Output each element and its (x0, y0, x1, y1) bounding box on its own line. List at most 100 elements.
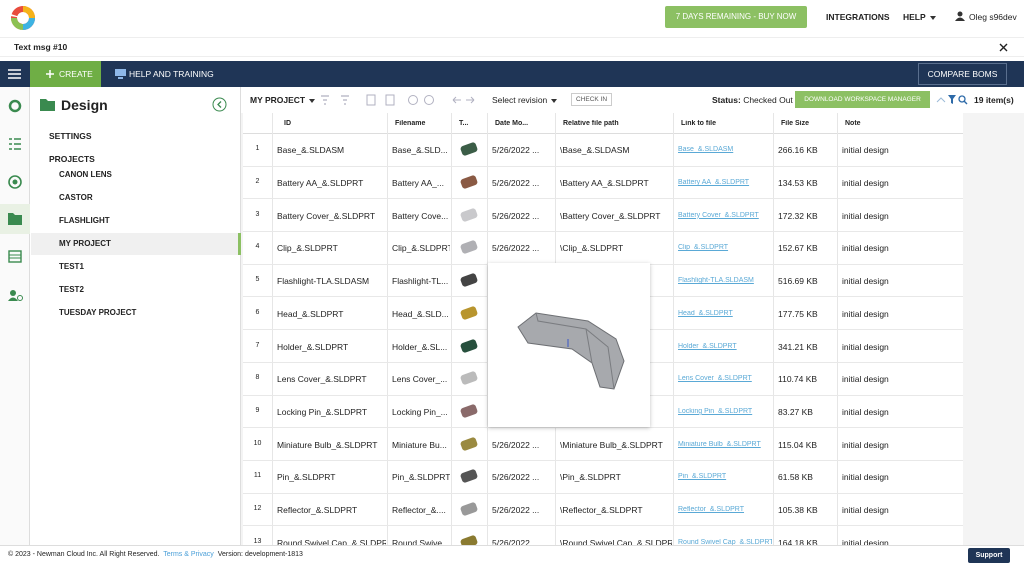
column-header: File Size (781, 120, 810, 127)
cell-note: initial design (842, 145, 889, 156)
help-training-link[interactable]: HELP AND TRAINING (129, 69, 214, 79)
column-divider (487, 113, 488, 545)
cell-note: initial design (842, 439, 889, 450)
cell-link[interactable]: Battery AA_&.SLDPRT (678, 179, 750, 187)
cell-date: 5/26/2022 ... (492, 505, 540, 516)
column-header: T... (459, 120, 469, 127)
cell-note: initial design (842, 178, 889, 189)
cell-link[interactable]: Round Swivel Cap_&.SLDPRT (678, 538, 772, 545)
cell-filename: Battery AA_... (392, 178, 444, 189)
nav-bar: CREATE HELP AND TRAINING COMPARE BOMS (0, 61, 1024, 87)
help-training-icon (115, 69, 126, 79)
row-number: 1 (255, 145, 260, 153)
cell-link[interactable]: Clip_&.SLDPRT (678, 244, 729, 252)
top-bar: 7 DAYS REMAINING - BUY NOW INTEGRATIONS … (0, 0, 1024, 36)
sidebar-section[interactable]: PROJECTS (49, 154, 95, 164)
footer: © 2023 - Newman Cloud Inc. All Right Res… (0, 545, 1024, 563)
cell-filename: Base_&.SLD... (392, 145, 448, 156)
table-row[interactable]: 1 Base_&.SLDASM Base_&.SLD... 5/26/2022 ...… (243, 134, 963, 167)
thumbnail (459, 338, 479, 353)
table-row[interactable]: 10 Miniature Bulb_&.SLDPRT Miniature Bu...… (243, 428, 963, 461)
logo (11, 6, 35, 30)
privacy-link[interactable]: Privacy (190, 551, 214, 558)
cell-id: Locking Pin_&.SLDPRT (277, 406, 368, 417)
compare-boms-button[interactable]: COMPARE BOMS (918, 63, 1007, 85)
cell-date: 5/26/2022 ... (492, 210, 540, 221)
table-row[interactable]: 3 Battery Cover_&.SLDPRT Battery Cove... 5/… (243, 199, 963, 233)
selected-highlight (31, 233, 241, 255)
row-number: 3 (255, 210, 260, 218)
table-row[interactable]: 9 Locking Pin_&.SLDPRT Locking Pin_... Lock… (243, 396, 963, 429)
cell-id: Lens Cover_&.SLDPRT (277, 374, 367, 385)
download-button[interactable]: DOWNLOAD WORKSPACE MANAGER (795, 91, 930, 108)
check-in-button[interactable]: CHECK IN (571, 93, 613, 106)
row-number: 13 (253, 537, 262, 545)
user-name[interactable]: Oleg s96dev (969, 12, 1017, 22)
rail-icons (0, 99, 30, 301)
close-button[interactable] (999, 43, 1008, 52)
column-header: Note (845, 120, 861, 127)
project-item[interactable]: TUESDAY PROJECT (59, 308, 137, 317)
thumbnail (459, 468, 479, 484)
table-row[interactable]: 2 Battery AA_&.SLDPRT Battery AA_... 5/26/2… (243, 167, 963, 200)
cell-note: initial design (842, 537, 889, 545)
cell-link[interactable]: Battery Cover_&.SLDPRT (678, 211, 759, 219)
row-number: 6 (255, 308, 260, 316)
table-row[interactable]: 13 Round Swivel Cap_&.SLDPRT Round Swive..… (243, 526, 963, 545)
project-dropdown[interactable]: MY PROJECT (250, 95, 316, 105)
sidebar-section[interactable]: SETTINGS (49, 131, 92, 141)
thumbnail (459, 436, 479, 452)
column-divider (837, 113, 838, 545)
buy-now-button[interactable]: 7 DAYS REMAINING - BUY NOW (665, 6, 807, 28)
cell-path: \Miniature Bulb_&.SLDPRT (560, 439, 663, 450)
project-item[interactable]: CASTOR (59, 193, 93, 202)
cell-path: \Round Swivel Cap_&.SLDPRT (560, 537, 672, 545)
create-button[interactable]: CREATE (30, 61, 101, 87)
item-count: 19 item(s) (974, 95, 1014, 105)
table-row[interactable]: 4 Clip_&.SLDPRT Clip_&.SLDPRT 5/26/2022 ...… (243, 232, 963, 265)
cell-date: 5/26/2022 ... (492, 178, 540, 189)
cell-link[interactable]: Reflector_&.SLDPRT (678, 506, 745, 514)
collapse-button[interactable] (212, 97, 227, 112)
cell-size: 134.53 KB (778, 178, 818, 189)
project-item[interactable]: FLASHLIGHT (59, 216, 110, 225)
cell-note: initial design (842, 505, 889, 516)
terms-link[interactable]: Terms (163, 551, 183, 558)
cell-id: Miniature Bulb_&.SLDPRT (277, 439, 378, 450)
column-divider (773, 113, 774, 545)
project-item[interactable]: CANON LENS (59, 170, 112, 179)
footer-text: © 2023 - Newman Cloud Inc. All Right Res… (8, 551, 303, 558)
integrations-link[interactable]: INTEGRATIONS (826, 12, 890, 22)
thumbnail (459, 370, 479, 386)
project-item[interactable]: TEST1 (59, 262, 84, 271)
project-item[interactable]: TEST2 (59, 285, 84, 294)
cell-link[interactable]: Miniature Bulb_&.SLDPRT (678, 440, 761, 448)
cell-link[interactable]: Locking Pin_&.SLDPRT (678, 407, 753, 415)
cell-filename: Flashlight-TL... (392, 276, 449, 287)
project-item[interactable]: MY PROJECT (59, 239, 111, 248)
status-label: Status: (712, 95, 741, 105)
table-row[interactable]: 12 Reflector_&.SLDPRT Reflector_&.... 5/26/… (243, 494, 963, 527)
table-row[interactable]: 11 Pin_&.SLDPRT Pin_&.SLDPRT 5/26/2022 ... \… (243, 461, 963, 494)
cell-id: Head_&.SLDPRT (277, 308, 344, 319)
thumbnail (459, 305, 479, 321)
cell-link[interactable]: Base_&.SLDASM (678, 146, 734, 154)
cell-size: 516.69 KB (778, 276, 818, 287)
cell-note: initial design (842, 243, 889, 254)
cell-link[interactable]: Holder_&.SLDPRT (678, 342, 737, 350)
ampersand: & (184, 551, 189, 558)
revision-label: Select revision (492, 95, 548, 105)
cell-note: initial design (842, 341, 889, 352)
help-menu[interactable]: HELP (903, 12, 936, 22)
cell-link[interactable]: Pin_&.SLDPRT (678, 473, 727, 481)
cell-link[interactable]: Lens Cover_&.SLDPRT (678, 375, 752, 383)
revision-dropdown[interactable]: Select revision (492, 95, 558, 105)
cell-link[interactable]: Flashlight-TLA.SLDASM (678, 277, 754, 285)
thumbnail (459, 501, 479, 517)
preview-image (517, 312, 625, 390)
menu-button[interactable] (8, 69, 21, 79)
status: Status: Checked Out (712, 95, 793, 105)
cell-link[interactable]: Head_&.SLDPRT (678, 309, 733, 317)
thumbnail (459, 534, 479, 545)
support-button[interactable]: Support (968, 548, 1010, 563)
